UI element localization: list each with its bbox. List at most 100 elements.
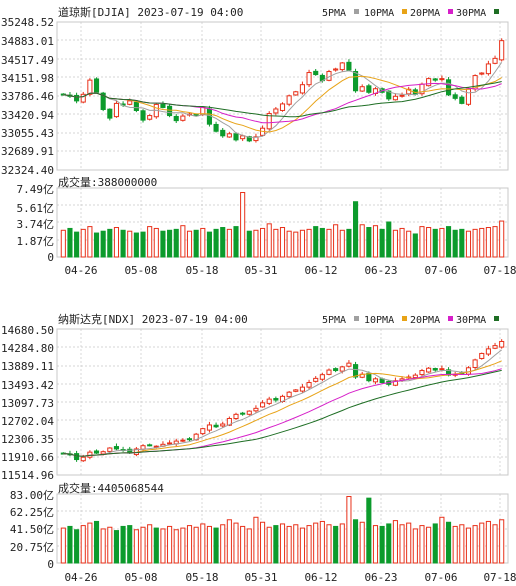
ndx-candle — [333, 368, 339, 372]
ndx-volume-bar — [153, 527, 159, 564]
ndx-volume-bar — [445, 521, 452, 564]
djia-candle — [392, 95, 398, 101]
ndx-candle — [419, 370, 425, 376]
legend-ma30-swatch — [494, 9, 499, 14]
djia-volume-bar — [479, 227, 485, 258]
ndx-candle — [499, 340, 505, 348]
legend-ma30-label: 30PMA — [456, 8, 486, 19]
djia-volume-bar — [366, 227, 372, 258]
ndx-candle — [240, 412, 246, 415]
djia-candle — [279, 103, 286, 111]
ndx-volume-bar — [392, 520, 398, 564]
djia-volume-bar — [346, 228, 352, 258]
djia-ytick: 34883.01 — [1, 35, 54, 48]
djia-panel: 道琼斯[DJIA] 2023-07-19 04:00 5PMA 10PMA 20… — [1, 5, 516, 277]
ndx-volume-bar — [432, 523, 438, 564]
ndx-volume-bars — [60, 495, 505, 564]
ndx-candle — [87, 451, 93, 458]
ndx-ma20-line — [63, 368, 502, 457]
djia-volume-bars — [60, 192, 505, 258]
ndx-candle — [426, 367, 432, 373]
djia-candle — [485, 63, 491, 75]
legend-ma10-swatch — [402, 316, 407, 321]
djia-candle — [445, 79, 452, 96]
djia-xtick: 07-18 — [483, 264, 516, 277]
ndx-volume-bar — [313, 522, 319, 564]
djia-volume-bar — [180, 225, 186, 258]
ndx-volume-bar — [372, 525, 379, 564]
djia-vtick: 7.49亿 — [17, 183, 55, 196]
djia-candle — [167, 105, 173, 117]
djia-xtick: 04-26 — [64, 264, 97, 277]
ndx-candle — [206, 424, 212, 431]
djia-volume-bar — [120, 229, 126, 258]
djia-candle — [173, 115, 179, 122]
djia-volume-bar — [452, 229, 458, 258]
legend-ma10-swatch — [402, 9, 407, 14]
ndx-volume-bar — [492, 524, 498, 564]
ndx-ma-legend: 5PMA 10PMA 20PMA 30PMA — [322, 315, 499, 326]
ndx-candle — [326, 369, 332, 375]
djia-volume-bar — [160, 230, 166, 258]
ndx-volume-bar — [286, 525, 292, 564]
djia-volume-bar — [319, 227, 325, 258]
ndx-candle — [80, 456, 86, 462]
ndx-candle — [100, 451, 106, 455]
ndx-volume-bar — [67, 525, 73, 564]
djia-volume-bar — [273, 228, 279, 258]
ndx-vtick: 62.25亿 — [10, 506, 54, 519]
djia-candles — [60, 38, 505, 143]
ndx-ytick: 14680.50 — [1, 324, 54, 337]
djia-candle — [293, 91, 299, 96]
legend-ma20-swatch — [448, 9, 453, 14]
ndx-volume-bar — [266, 526, 272, 564]
ndx-volume-axis: 83.00亿 62.25亿 41.50亿 20.75亿 0 — [10, 489, 54, 571]
djia-volume-bar — [140, 231, 146, 258]
ndx-candle — [313, 377, 319, 382]
djia-volume-bar — [213, 228, 219, 258]
legend-ma20-label: 20PMA — [410, 315, 440, 326]
djia-volume-bar — [100, 230, 106, 258]
djia-candle — [213, 123, 219, 132]
djia-volume-bar — [499, 220, 505, 258]
ndx-volume-bar — [220, 524, 226, 564]
ndx-volume-bar — [140, 526, 146, 564]
djia-volume-bar — [173, 228, 179, 258]
ndx-volume-bar — [366, 497, 372, 564]
djia-ma5-line — [63, 62, 503, 138]
ndx-volume-bar — [113, 530, 120, 564]
djia-candle — [286, 95, 292, 105]
djia-volume-bar — [74, 231, 80, 258]
ndx-volume-bar — [479, 522, 485, 564]
djia-volume-bar — [240, 192, 246, 258]
djia-volume-bar — [439, 227, 445, 258]
ndx-volume-bar — [213, 527, 219, 564]
ndx-xtick: 07-18 — [483, 571, 516, 584]
djia-candle — [193, 114, 199, 117]
djia-volume-bar — [399, 227, 405, 258]
djia-candle — [359, 86, 365, 92]
ndx-candle — [180, 439, 186, 442]
ndx-date-axis: 04-26 05-08 05-18 05-31 06-12 06-23 07-0… — [64, 571, 516, 584]
legend-ma5-label: 5PMA — [322, 8, 346, 19]
ndx-volume-bar — [240, 525, 246, 564]
djia-volume-bar — [200, 227, 206, 258]
djia-ytick: 33786.46 — [1, 90, 54, 103]
djia-ytick: 33420.94 — [1, 109, 54, 122]
djia-title: 道琼斯[DJIA] 2023-07-19 04:00 — [58, 5, 243, 19]
djia-candle — [492, 57, 498, 64]
djia-volume-bar — [107, 228, 113, 258]
ndx-candle — [113, 446, 120, 450]
ndx-candle — [392, 380, 398, 386]
ndx-volume-bar — [93, 520, 100, 564]
djia-volume-axis: 7.49亿 5.61亿 3.74亿 1.87亿 0 — [17, 183, 55, 264]
djia-candle — [107, 108, 113, 119]
djia-candle — [273, 108, 279, 114]
ndx-candle — [213, 424, 219, 428]
djia-price-axis: 35248.52 34883.01 34517.49 34151.98 3378… — [1, 16, 54, 177]
djia-volume-bar — [472, 228, 478, 258]
djia-volume-bar — [220, 227, 226, 258]
djia-volume-bar — [485, 227, 491, 258]
djia-volume-bar — [67, 227, 73, 258]
ndx-candle — [167, 442, 173, 445]
